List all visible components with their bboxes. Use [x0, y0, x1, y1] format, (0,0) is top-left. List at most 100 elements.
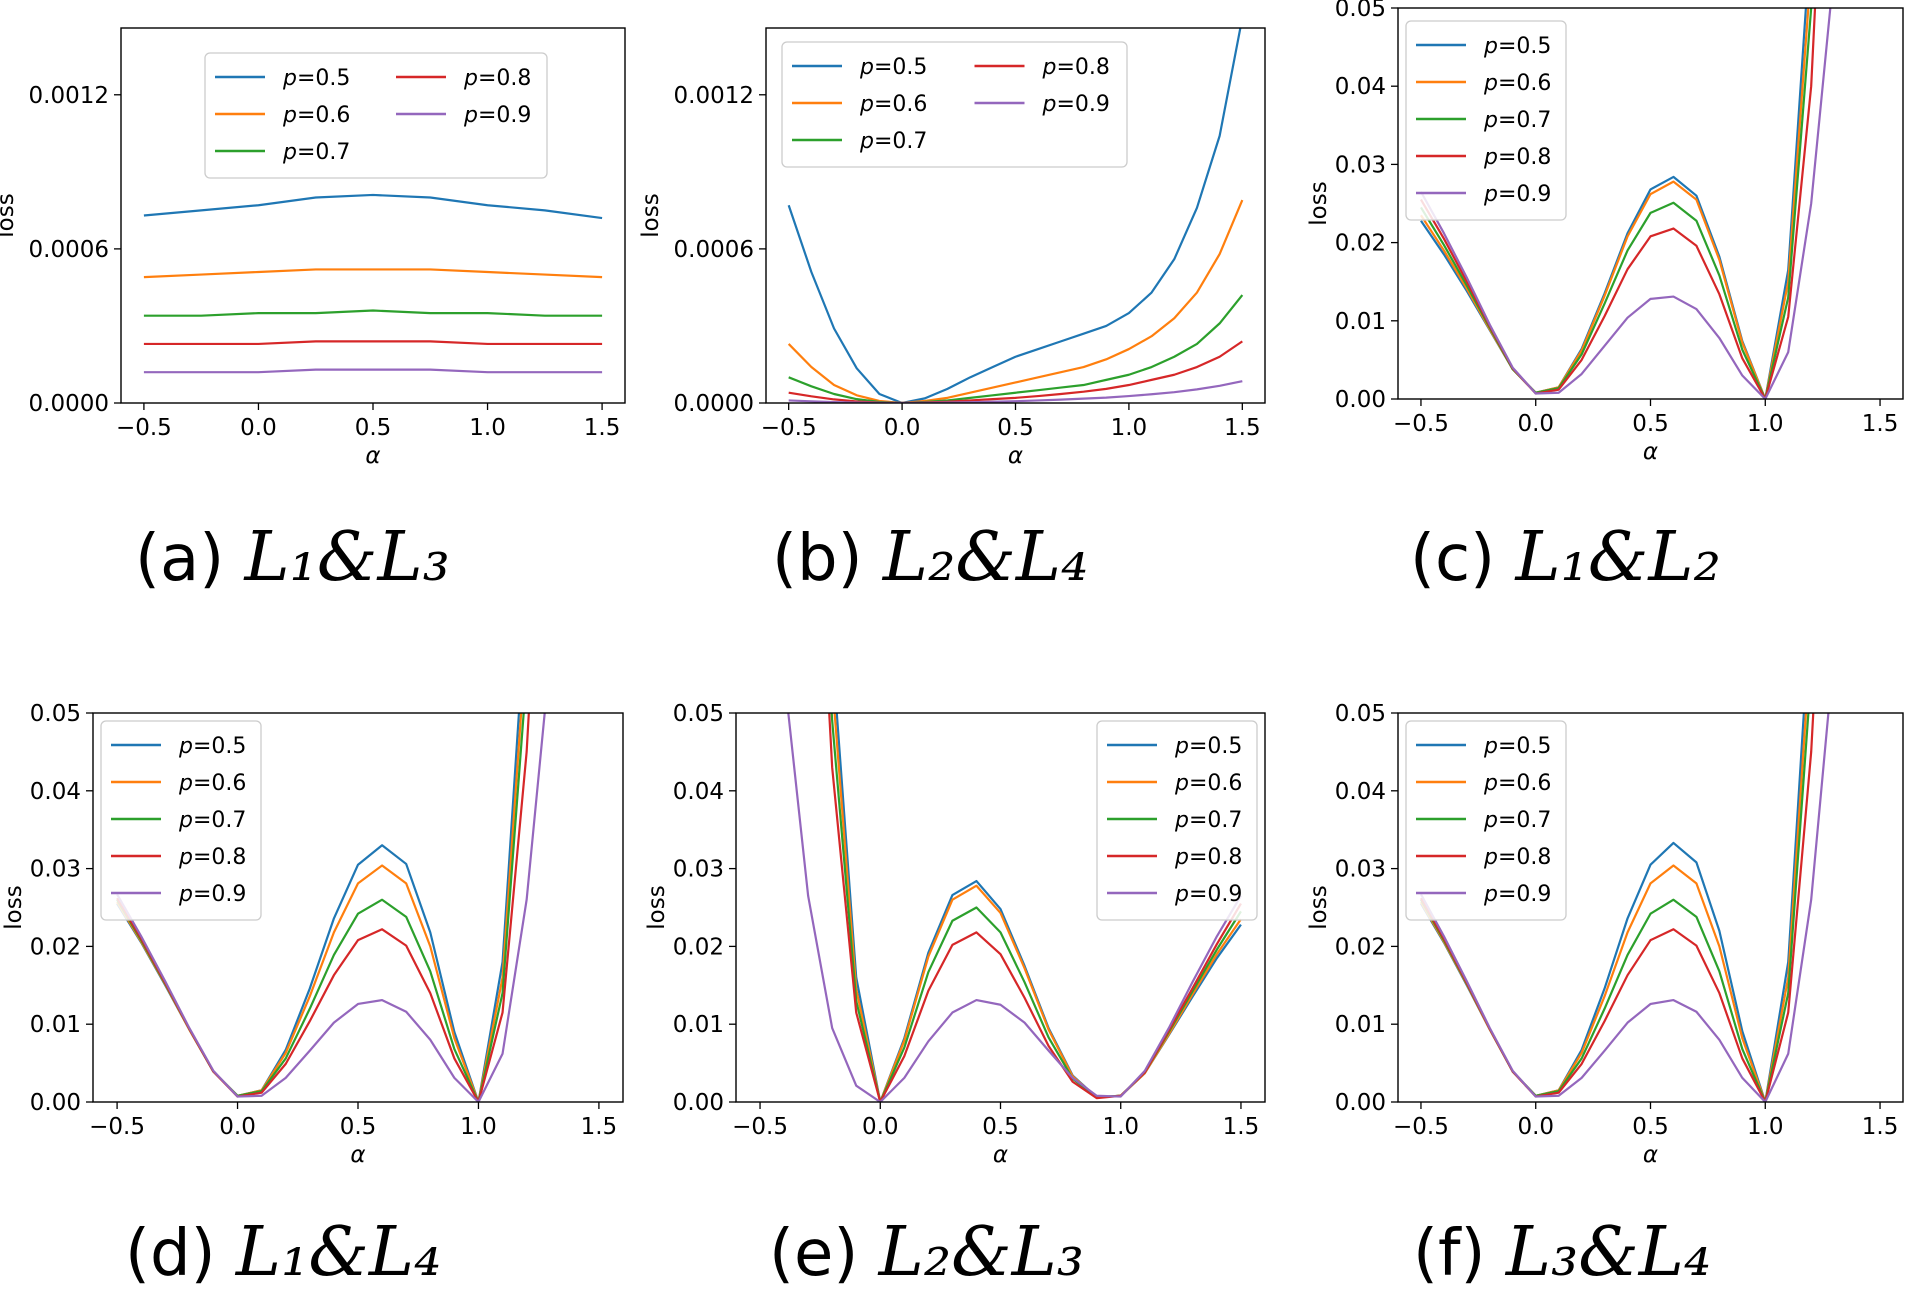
- y-tick-label: 0.0006: [674, 237, 754, 263]
- series-line-p=0.9: [1419, 713, 1830, 1102]
- x-tick-label: 1.0: [1111, 415, 1148, 441]
- x-tick-label: 1.5: [1862, 411, 1899, 437]
- legend-entry: p=0.5: [1174, 734, 1242, 759]
- legend-entry: p=0.5: [1483, 734, 1551, 759]
- x-axis-label: α: [1008, 443, 1023, 469]
- y-axis-label: loss: [638, 193, 664, 237]
- legend-box: [204, 52, 548, 179]
- x-tick-label: −0.5: [1393, 411, 1449, 437]
- y-tick-label: 0.02: [673, 934, 724, 960]
- series-line-p=0.7: [143, 309, 603, 317]
- y-tick-label: 0.05: [673, 701, 724, 727]
- x-axis-label: α: [1643, 1142, 1658, 1168]
- y-tick-label: 0.04: [1335, 74, 1386, 100]
- legend-entry: p=0.6: [1483, 771, 1551, 796]
- x-tick-label: 1.5: [1862, 1114, 1899, 1140]
- panel-caption: (f) L₃&L₄: [1413, 1213, 1711, 1292]
- legend: p=0.5 p=0.6 p=0.7 p=0.8 p=0.9: [100, 720, 262, 921]
- x-tick-label: 0.0: [1517, 1114, 1554, 1140]
- legend-entry: p=0.9: [178, 882, 246, 907]
- x-axis-label: α: [350, 1142, 365, 1168]
- legend-entry: p=0.7: [178, 808, 246, 833]
- y-axis-label: loss: [1, 885, 27, 929]
- legend: p=0.5 p=0.6 p=0.7 p=0.8 p=0.9: [1405, 20, 1567, 221]
- panel-6: −0.5 0.0 0.5 1.0 1.5 0.00 0.01 0.02 0.03 0.04 0.05…: [1306, 701, 1904, 1292]
- x-tick-label: 0.5: [355, 415, 392, 441]
- x-tick-label: 1.5: [581, 1114, 618, 1140]
- legend-entry: p=0.5: [282, 66, 350, 91]
- x-tick-label: −0.5: [732, 1114, 788, 1140]
- x-tick-label: 1.0: [460, 1114, 497, 1140]
- y-axis-label: loss: [0, 193, 19, 237]
- y-tick-label: 0.00: [1335, 1090, 1386, 1116]
- x-tick-label: 0.0: [862, 1114, 899, 1140]
- legend: p=0.5 p=0.6 p=0.7 p=0.8 p=0.9: [204, 52, 548, 179]
- legend-entry: p=0.8: [1042, 55, 1110, 80]
- y-tick-label: 0.02: [1335, 231, 1386, 257]
- series-line-p=0.5: [787, 28, 1242, 403]
- legend-entry: p=0.7: [282, 140, 350, 165]
- y-tick-label: 0.01: [1335, 1012, 1386, 1038]
- series-line-p=0.8: [828, 713, 1242, 1102]
- x-tick-label: 0.0: [884, 415, 921, 441]
- legend-entry: p=0.7: [859, 129, 927, 154]
- x-tick-label: 0.0: [240, 415, 277, 441]
- legend-entry: p=0.9: [1174, 882, 1242, 907]
- x-tick-label: 0.5: [340, 1114, 377, 1140]
- legend-entry: p=0.6: [282, 103, 350, 128]
- x-tick-label: −0.5: [1393, 1114, 1449, 1140]
- legend-box: [1096, 720, 1258, 921]
- y-tick-label: 0.05: [30, 701, 81, 727]
- legend: p=0.5 p=0.6 p=0.7 p=0.8 p=0.9: [781, 41, 1128, 168]
- x-tick-label: 1.5: [1224, 415, 1261, 441]
- legend-entry: p=0.6: [1174, 771, 1242, 796]
- y-tick-label: 0.03: [673, 857, 724, 883]
- y-tick-label: 0.05: [1335, 0, 1386, 22]
- legend-entry: p=0.8: [1174, 845, 1242, 870]
- legend-entry: p=0.7: [1483, 108, 1551, 133]
- x-tick-label: 0.5: [1632, 1114, 1669, 1140]
- y-tick-label: 0.00: [30, 1090, 81, 1116]
- legend: p=0.5 p=0.6 p=0.7 p=0.8 p=0.9: [1405, 720, 1567, 921]
- y-tick-label: 0.01: [30, 1012, 81, 1038]
- series-line-p=0.6: [143, 268, 603, 279]
- legend-entry: p=0.9: [1483, 182, 1551, 207]
- legend-entry: p=0.8: [1483, 845, 1551, 870]
- legend-entry: p=0.7: [1174, 808, 1242, 833]
- panel-3: −0.5 0.0 0.5 1.0 1.5 0.00 0.01 0.02 0.03 0.04 0.05…: [1306, 0, 1904, 597]
- x-tick-label: 1.0: [1747, 411, 1784, 437]
- x-axis-label: α: [993, 1142, 1008, 1168]
- y-tick-label: 0.04: [1335, 779, 1386, 805]
- y-tick-label: 0.03: [1335, 857, 1386, 883]
- x-tick-label: 1.0: [1102, 1114, 1139, 1140]
- panel-5: −0.5 0.0 0.5 1.0 1.5 0.00 0.01 0.02 0.03 0.04 0.05…: [644, 701, 1266, 1292]
- panel-2: −0.5 0.0 0.5 1.0 1.5 0.0000 0.0006 0.0012 α loss p…: [638, 27, 1266, 597]
- panel-caption: (a) L₁&L₃: [135, 518, 450, 597]
- panel-caption: (d) L₁&L₄: [125, 1213, 441, 1292]
- legend-entry: p=0.5: [178, 734, 246, 759]
- x-tick-label: 0.5: [982, 1114, 1019, 1140]
- x-tick-label: 0.0: [1517, 411, 1554, 437]
- y-tick-label: 0.0006: [29, 237, 109, 263]
- panel-caption: (c) L₁&L₂: [1410, 518, 1721, 597]
- panel-1: −0.5 0.0 0.5 1.0 1.5 0.0000 0.0006 0.0012 α loss p…: [0, 27, 626, 597]
- y-tick-label: 0.0000: [29, 391, 109, 417]
- x-tick-label: 1.0: [1747, 1114, 1784, 1140]
- x-tick-label: 0.0: [219, 1114, 256, 1140]
- x-tick-label: −0.5: [761, 415, 817, 441]
- series-line-p=0.9: [1419, 8, 1832, 399]
- series-line-p=0.6: [787, 199, 1244, 403]
- y-tick-label: 0.00: [1335, 387, 1386, 413]
- legend-entry: p=0.6: [1483, 71, 1551, 96]
- series-line-p=0.9: [116, 713, 546, 1102]
- y-axis-label: loss: [644, 885, 670, 929]
- series-line-p=0.7: [788, 294, 1244, 403]
- legend-entry: p=0.6: [178, 771, 246, 796]
- legend: p=0.5 p=0.6 p=0.7 p=0.8 p=0.9: [1096, 720, 1258, 921]
- x-tick-label: 1.5: [584, 415, 621, 441]
- y-tick-label: 0.05: [1335, 701, 1386, 727]
- legend-entry: p=0.5: [1483, 34, 1551, 59]
- legend-entry: p=0.6: [859, 92, 927, 117]
- legend-box: [781, 41, 1128, 168]
